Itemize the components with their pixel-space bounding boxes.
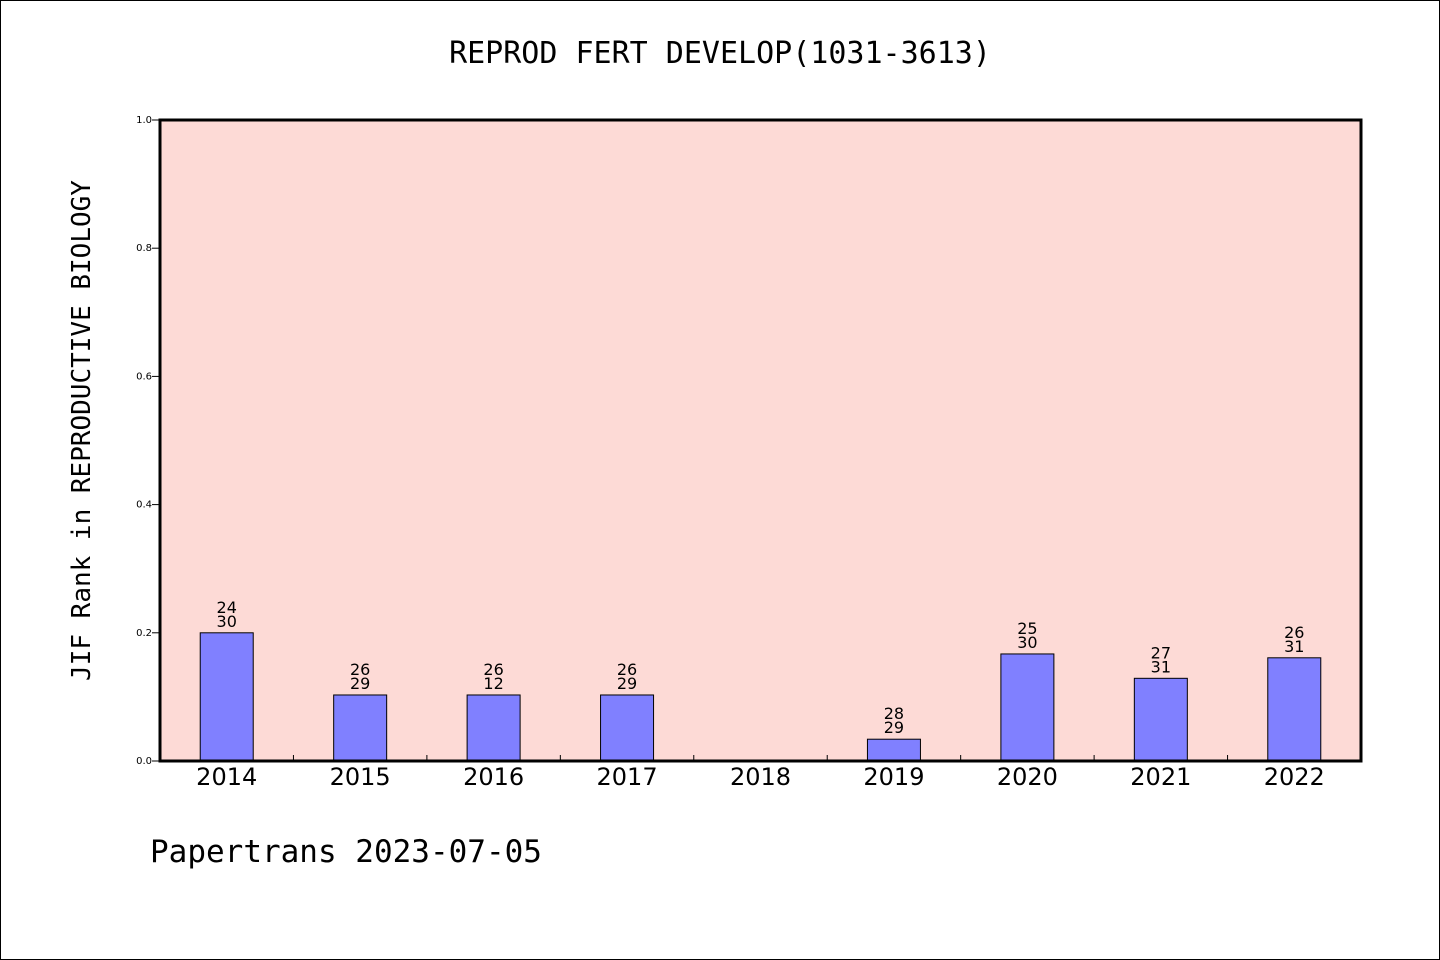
bar-label-total: 31 <box>1151 657 1171 676</box>
bar-label-rank: 26 <box>1284 623 1304 642</box>
y-axis-label: JIF Rank in REPRODUCTIVE BIOLOGY <box>67 180 97 681</box>
bar-label-total: 29 <box>617 674 637 693</box>
x-axis-labels: 2014 2015 2016 2017 2018 2019 2020 2021 2022 <box>196 763 1325 791</box>
y-tick-label: 0.2 <box>136 628 152 639</box>
y-axis-ticks: 0.0 0.2 0.4 0.6 0.8 1.0 <box>136 115 160 767</box>
x-tick-label: 2014 <box>196 763 257 791</box>
bar <box>466 694 521 762</box>
bar-label-total: 30 <box>1017 633 1037 652</box>
x-tick-label: 2020 <box>997 763 1058 791</box>
bar-label-rank: 26 <box>617 660 637 679</box>
chart-title: REPROD FERT DEVELOP(1031-3613) <box>449 36 991 71</box>
plot-border <box>158 118 1363 763</box>
y-tick-label: 0.0 <box>136 756 152 767</box>
x-tick-label: 2016 <box>463 763 524 791</box>
y-tick-label: 0.4 <box>136 500 152 511</box>
bar <box>333 694 388 762</box>
x-tick-label: 2015 <box>330 763 391 791</box>
bar-label-rank: 26 <box>350 660 370 679</box>
y-tick-label: 0.6 <box>136 371 152 382</box>
bar-label-rank: 27 <box>1151 643 1171 662</box>
bar-label-total: 29 <box>884 718 904 737</box>
y-tick-label: 0.8 <box>136 243 152 254</box>
x-tick-label: 2022 <box>1264 763 1325 791</box>
bar-label-rank: 25 <box>1017 619 1037 638</box>
bar-label-total: 30 <box>217 612 237 631</box>
footer-text: Papertrans 2023-07-05 <box>150 834 542 870</box>
bar <box>1000 653 1055 762</box>
y-tick-label: 1.0 <box>136 115 152 126</box>
x-tick-label: 2021 <box>1130 763 1191 791</box>
x-tick-label: 2017 <box>597 763 658 791</box>
bar <box>1267 657 1322 762</box>
bar-label-total: 31 <box>1284 637 1304 656</box>
bar <box>600 694 655 762</box>
bar-label-rank: 26 <box>483 660 503 679</box>
bar-label-total: 29 <box>350 674 370 693</box>
bar-label-total: 12 <box>483 674 503 693</box>
bar <box>866 738 921 762</box>
bar <box>1133 677 1188 762</box>
x-tick-label: 2018 <box>730 763 791 791</box>
bar-label-rank: 24 <box>217 598 237 617</box>
bar-label-rank: 28 <box>884 704 904 723</box>
bars <box>199 632 1322 762</box>
bar <box>199 632 254 762</box>
plot-area <box>160 120 1361 761</box>
x-tick-label: 2019 <box>863 763 924 791</box>
